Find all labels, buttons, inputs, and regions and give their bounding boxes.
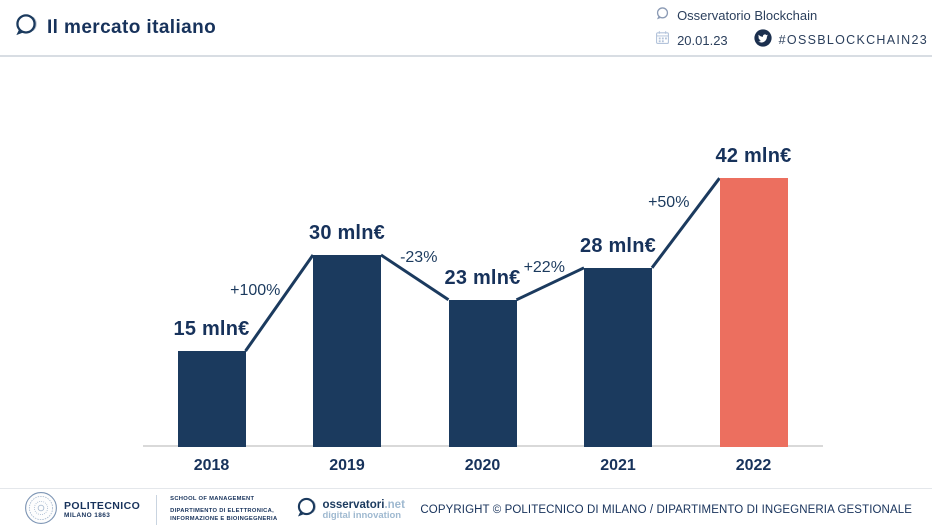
page-title: Il mercato italiano xyxy=(47,16,217,38)
x-tick-label: 2022 xyxy=(735,457,772,474)
bar-value-label: 42 mln€ xyxy=(715,145,792,168)
footer: POLITECNICO MILANO 1863 SCHOOL OF MANAGE… xyxy=(0,488,932,531)
bar-value-label: 15 mln€ xyxy=(173,318,250,340)
date-label: 20.01.23 xyxy=(677,32,728,48)
department-block: SCHOOL OF MANAGEMENT DIPARTIMENTO DI ELE… xyxy=(170,496,277,523)
pct-change-label: +50% xyxy=(648,194,690,211)
bar-2021 xyxy=(584,267,652,447)
meta-org-row: Osservatorio Blockchain xyxy=(655,6,928,26)
bar-value-label: 30 mln€ xyxy=(309,222,385,244)
osservatori-wordmark: osservatori.net digital innovation xyxy=(322,499,404,521)
header: Il mercato italiano Osservatorio Blockch… xyxy=(0,0,932,57)
osservatori-net: .net xyxy=(384,498,405,511)
org-label: Osservatorio Blockchain xyxy=(677,8,818,23)
osservatori-subtitle: digital innovation xyxy=(322,510,402,522)
bar-2018 xyxy=(177,351,246,447)
bar-chart: 15 mln€ 2018 30 mln€ 2019 23 mln€ 2020 28 mln€… xyxy=(0,57,932,488)
speech-bubble-icon xyxy=(655,6,670,26)
pct-change-label: +22% xyxy=(523,258,565,276)
bar-2022 xyxy=(719,178,788,447)
bar-value-label: 28 mln€ xyxy=(580,234,656,257)
bar-2020 xyxy=(448,299,517,447)
osservatori-bubble-icon xyxy=(295,496,318,524)
politecnico-subtitle: MILANO 1863 xyxy=(64,512,111,520)
footer-divider xyxy=(156,495,158,525)
hashtag-label: #OSSBLOCKCHAIN23 xyxy=(778,33,928,47)
x-tick-label: 2018 xyxy=(193,457,230,474)
x-tick-label: 2019 xyxy=(329,457,365,474)
osservatori-logo: osservatori.net digital innovation xyxy=(295,496,405,524)
twitter-icon xyxy=(754,28,772,52)
politecnico-seal-icon xyxy=(24,491,58,530)
politecnico-logo: POLITECNICO MILANO 1863 xyxy=(24,491,140,530)
school-label: SCHOOL OF MANAGEMENT xyxy=(170,496,255,503)
bar-value-label: 23 mln€ xyxy=(444,266,521,289)
bar-2019 xyxy=(313,255,381,447)
calendar-icon xyxy=(655,30,670,50)
copyright-text: COPYRIGHT © POLITECNICO DI MILANO / DIPA… xyxy=(420,504,912,516)
pct-change-label: -23% xyxy=(400,249,438,267)
title-wrap: Il mercato italiano xyxy=(13,12,216,43)
x-tick-label: 2021 xyxy=(600,457,636,474)
osservatori-bubble-icon xyxy=(13,12,39,43)
meta-date-row: 20.01.23 #OSSBLOCKCHAIN23 xyxy=(655,28,928,52)
osservatori-name: osservatori.net xyxy=(322,498,405,511)
x-tick-label: 2020 xyxy=(464,457,501,474)
department-line1: DIPARTIMENTO DI ELETTRONICA, xyxy=(170,508,274,515)
politecnico-name: POLITECNICO xyxy=(64,499,141,512)
politecnico-wordmark: POLITECNICO MILANO 1863 xyxy=(64,499,141,520)
header-meta: Osservatorio Blockchain xyxy=(655,4,928,52)
pct-change-label: +100% xyxy=(230,282,281,299)
department-line2: INFORMAZIONE E BIOINGEGNERIA xyxy=(170,515,278,522)
